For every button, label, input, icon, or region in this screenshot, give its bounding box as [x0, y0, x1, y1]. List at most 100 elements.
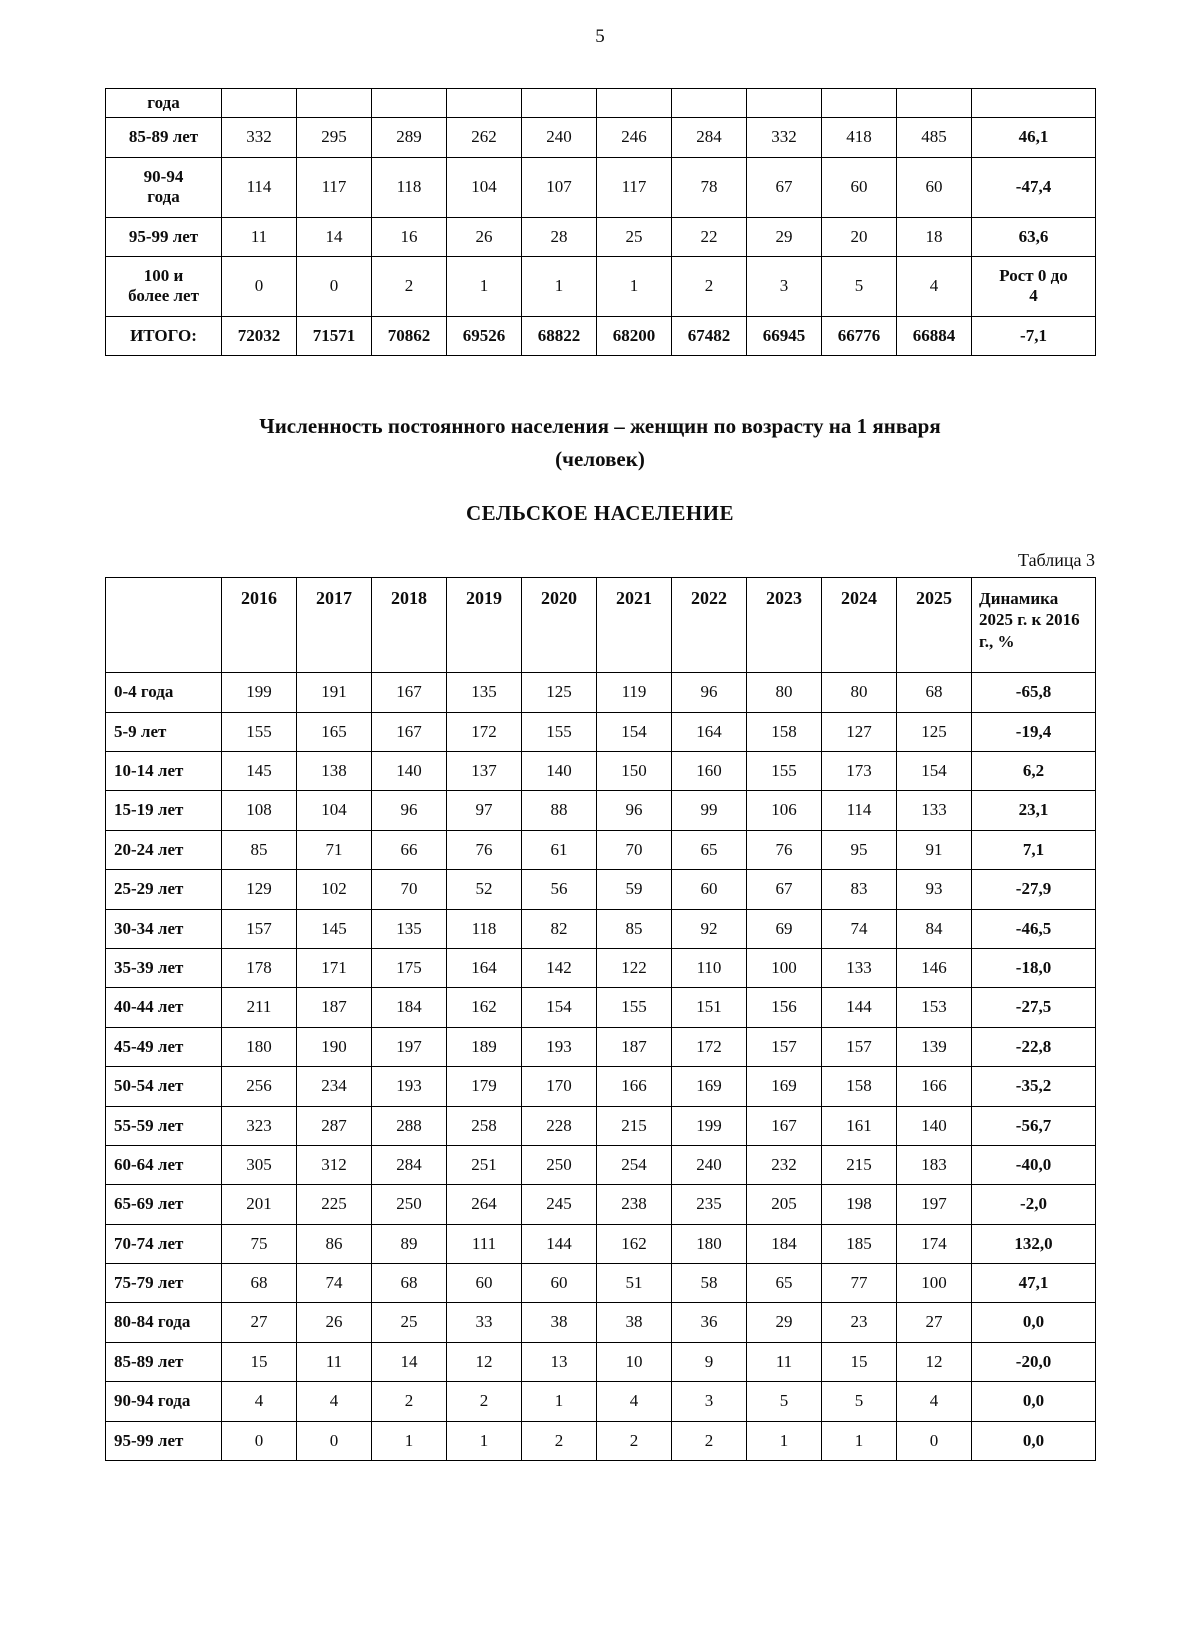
- dynamics-cell: -27,5: [971, 987, 1096, 1028]
- data-cell: 157: [821, 1026, 897, 1068]
- data-cell: 5: [746, 1381, 822, 1422]
- data-cell: 125: [521, 672, 597, 713]
- data-cell: 27: [221, 1302, 297, 1343]
- data-cell: 89: [371, 1223, 447, 1265]
- data-cell: [521, 87, 597, 119]
- row-label: 85-89 лет: [105, 117, 222, 158]
- year-header: 2016: [221, 577, 297, 674]
- data-cell: 1: [521, 255, 597, 317]
- table-row: 90-94 года 114 117 118 104 107 117 78 67 60 60 -47,…: [105, 156, 1096, 218]
- year-header: 2018: [371, 577, 447, 674]
- data-cell: 169: [746, 1066, 822, 1107]
- data-cell: 107: [521, 156, 597, 218]
- data-cell: 183: [896, 1144, 972, 1186]
- row-label: 45-49 лет: [105, 1026, 222, 1068]
- data-cell: 117: [596, 156, 672, 218]
- data-cell: 69: [746, 908, 822, 949]
- data-cell: 2: [371, 1381, 447, 1422]
- data-cell: 228: [521, 1105, 597, 1146]
- data-cell: 70: [371, 869, 447, 910]
- data-cell: 205: [746, 1184, 822, 1225]
- data-cell: 142: [521, 947, 597, 989]
- data-cell: 66: [371, 829, 447, 871]
- data-cell: [671, 87, 747, 119]
- data-cell: 83: [821, 869, 897, 910]
- row-label: 20-24 лет: [105, 829, 222, 871]
- dynamics-cell: -22,8: [971, 1026, 1096, 1068]
- dynamics-cell: 46,1: [971, 117, 1096, 158]
- row-label: 5-9 лет: [105, 711, 222, 753]
- data-cell: 67482: [671, 315, 747, 357]
- data-cell: 118: [371, 156, 447, 218]
- data-cell: 144: [521, 1223, 597, 1265]
- data-cell: 76: [746, 829, 822, 871]
- data-cell: 56: [521, 869, 597, 910]
- data-cell: 165: [296, 711, 372, 753]
- data-cell: 15: [821, 1341, 897, 1383]
- table-row: 95-99 лет 0 0 1 1 2 2 2 1 1 0 0,0: [105, 1420, 1096, 1462]
- data-cell: 146: [896, 947, 972, 989]
- data-cell: 1: [446, 1420, 522, 1462]
- data-cell: 15: [221, 1341, 297, 1383]
- data-cell: 166: [896, 1066, 972, 1107]
- data-cell: 225: [296, 1184, 372, 1225]
- data-cell: 2: [596, 1420, 672, 1462]
- data-cell: 66884: [896, 315, 972, 357]
- data-cell: 164: [446, 947, 522, 989]
- data-cell: 27: [896, 1302, 972, 1343]
- data-cell: 175: [371, 947, 447, 989]
- data-cell: 77: [821, 1263, 897, 1304]
- data-cell: 119: [596, 672, 672, 713]
- table-row: 85-89 лет 15 11 14 12 13 10 9 11 15 12 -20,0: [105, 1341, 1096, 1383]
- data-cell: 33: [446, 1302, 522, 1343]
- data-cell: 117: [296, 156, 372, 218]
- data-cell: 1: [371, 1420, 447, 1462]
- data-cell: 154: [596, 711, 672, 753]
- data-cell: 12: [896, 1341, 972, 1383]
- year-header: 2019: [446, 577, 522, 674]
- data-cell: 91: [896, 829, 972, 871]
- data-cell: [446, 87, 522, 119]
- data-cell: 215: [596, 1105, 672, 1146]
- table-row: 30-34 лет 157 145 135 118 82 85 92 69 74 84 -46,5: [105, 908, 1096, 949]
- data-cell: 167: [746, 1105, 822, 1146]
- data-cell: 0: [221, 1420, 297, 1462]
- dynamics-cell: 7,1: [971, 829, 1096, 871]
- data-cell: 187: [296, 987, 372, 1028]
- row-label: 90-94 года: [105, 1381, 222, 1422]
- data-cell: 199: [671, 1105, 747, 1146]
- data-cell: 75: [221, 1223, 297, 1265]
- dynamics-cell: Рост 0 до 4: [971, 255, 1096, 317]
- data-cell: 174: [896, 1223, 972, 1265]
- data-cell: 4: [296, 1381, 372, 1422]
- data-cell: 180: [221, 1026, 297, 1068]
- dynamics-cell: 0,0: [971, 1302, 1096, 1343]
- table-row: 65-69 лет 201 225 250 264 245 238 235 205 198 197-…: [105, 1184, 1096, 1225]
- data-cell: 88: [521, 790, 597, 831]
- data-cell: 155: [221, 711, 297, 753]
- dynamics-cell: -20,0: [971, 1341, 1096, 1383]
- data-cell: 153: [896, 987, 972, 1028]
- row-label: 10-14 лет: [105, 750, 222, 792]
- data-cell: 187: [596, 1026, 672, 1068]
- dynamics-cell: -19,4: [971, 711, 1096, 753]
- data-cell: 179: [446, 1066, 522, 1107]
- data-cell: 160: [671, 750, 747, 792]
- data-cell: 100: [746, 947, 822, 989]
- row-label: 95-99 лет: [105, 1420, 222, 1462]
- data-cell: 2: [446, 1381, 522, 1422]
- data-cell: 59: [596, 869, 672, 910]
- year-header: 2017: [296, 577, 372, 674]
- dynamics-cell: 63,6: [971, 216, 1096, 257]
- table-row: 85-89 лет 332 295 289 262 240 246 284 332 418 485 4…: [105, 117, 1096, 158]
- dynamics-cell: 0,0: [971, 1381, 1096, 1422]
- row-label: 55-59 лет: [105, 1105, 222, 1146]
- table-row: 35-39 лет 178 171 175 164 142 122 110 100 133 146-…: [105, 947, 1096, 989]
- row-label: 100 и более лет: [105, 255, 222, 317]
- data-cell: 197: [371, 1026, 447, 1068]
- data-cell: 5: [821, 1381, 897, 1422]
- data-cell: 164: [671, 711, 747, 753]
- data-cell: 60: [896, 156, 972, 218]
- data-cell: 11: [746, 1341, 822, 1383]
- table-row: 45-49 лет 180 190 197 189 193 187 172 157 157 139-…: [105, 1026, 1096, 1068]
